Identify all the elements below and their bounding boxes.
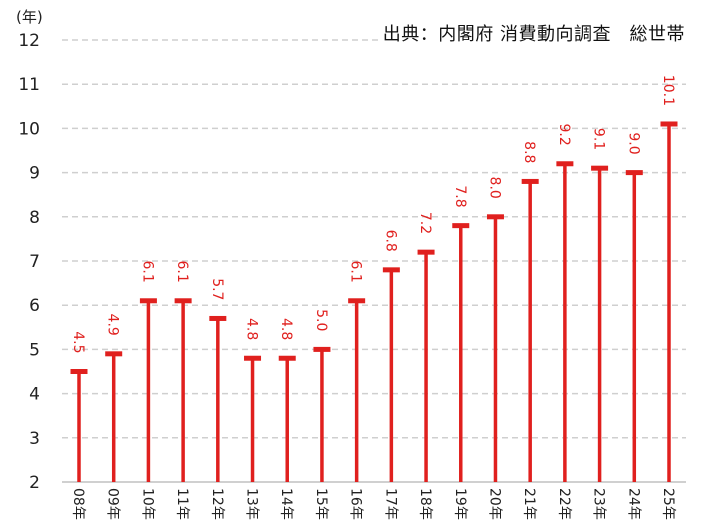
- bar-10年: 6.1: [139, 261, 157, 482]
- value-label: 9.0: [625, 132, 641, 154]
- y-tick-label: 8: [29, 208, 40, 228]
- y-axis: (年) 2 3 4 5 6 7 8 9 10 11 12: [16, 8, 43, 493]
- source-note: 出典：内閣府 消費動向調査 総世帯: [380, 20, 687, 46]
- value-label: 7.8: [452, 185, 468, 207]
- bar-11年: 6.1: [174, 261, 192, 482]
- bar-cap: [209, 315, 227, 321]
- x-tick-label: 14年: [278, 488, 294, 520]
- value-label: 4.8: [278, 318, 294, 340]
- y-tick-label: 3: [29, 429, 40, 449]
- x-tick-label: 10年: [139, 488, 155, 520]
- value-label: 6.1: [348, 261, 364, 283]
- bar-cap: [417, 249, 435, 255]
- x-tick-label: 21年: [521, 488, 537, 520]
- bar-cap: [174, 298, 192, 304]
- value-label: 8.8: [521, 141, 537, 163]
- x-tick-label: 25年: [660, 488, 676, 520]
- x-tick-label: 16年: [348, 488, 364, 520]
- bar-cap: [348, 298, 366, 304]
- x-tick-label: 12年: [209, 488, 225, 520]
- bar-20年: 8.0: [486, 177, 504, 482]
- bar-12年: 5.7: [209, 278, 227, 482]
- value-label: 4.5: [70, 331, 86, 353]
- bar-cap: [382, 267, 400, 273]
- value-label: 5.7: [209, 278, 225, 300]
- y-tick-label: 11: [18, 75, 40, 95]
- y-tick-label: 10: [18, 119, 40, 139]
- y-tick-label: 6: [29, 296, 40, 316]
- y-tick-label: 12: [18, 31, 40, 51]
- bar-cap: [556, 161, 574, 167]
- bar-15年: 5.0: [313, 309, 331, 482]
- bar-cap: [105, 351, 123, 357]
- bar-cap: [521, 178, 539, 184]
- x-tick-label: 18年: [417, 488, 433, 520]
- value-label: 4.9: [105, 314, 121, 336]
- bar-cap: [660, 121, 678, 127]
- bar-25年: 10.1: [660, 75, 678, 482]
- x-axis: 08年 09年 10年 11年 12年 13年 14年 15年 16年 17年 18年 19年 20年 2…: [70, 488, 676, 520]
- bar-cap: [313, 346, 331, 352]
- bar-19年: 7.8: [452, 185, 470, 482]
- value-label: 5.0: [313, 309, 329, 331]
- bar-cap: [278, 355, 296, 361]
- x-tick-label: 22年: [556, 488, 572, 520]
- y-tick-label: 4: [29, 385, 40, 405]
- value-label: 6.1: [174, 261, 190, 283]
- bar-22年: 9.2: [556, 123, 574, 482]
- x-tick-label: 15年: [313, 488, 329, 520]
- bar-13年: 4.8: [244, 318, 262, 482]
- bar-cap: [625, 170, 643, 176]
- bar-16年: 6.1: [348, 261, 366, 482]
- bar-09年: 4.9: [105, 314, 123, 482]
- x-tick-label: 09年: [105, 488, 121, 520]
- value-label: 4.8: [244, 318, 260, 340]
- y-tick-label: 9: [29, 164, 40, 184]
- bars: 4.5 4.9 6.1 6.1 5.7 4.8 4.8 5.0 6.1 6.8 7.2 7.8 8.0 8…: [70, 75, 678, 482]
- y-tick-label: 5: [29, 340, 40, 360]
- x-tick-label: 08年: [70, 488, 86, 520]
- bar-21年: 8.8: [521, 141, 539, 482]
- value-label: 6.8: [382, 230, 398, 252]
- y-axis-unit-label: (年): [16, 8, 43, 26]
- x-tick-label: 11年: [174, 488, 190, 520]
- bar-18年: 7.2: [417, 212, 435, 482]
- bar-17年: 6.8: [382, 230, 400, 482]
- bar-cap: [452, 223, 470, 229]
- bar-14年: 4.8: [278, 318, 296, 482]
- value-label: 10.1: [660, 75, 676, 106]
- value-label: 6.1: [139, 261, 155, 283]
- x-tick-label: 19年: [452, 488, 468, 520]
- value-label: 9.2: [556, 123, 572, 145]
- x-tick-label: 23年: [591, 488, 607, 520]
- y-tick-label: 2: [29, 473, 40, 493]
- x-tick-label: 17年: [382, 488, 398, 520]
- bar-cap: [486, 214, 504, 220]
- bar-cap: [139, 298, 157, 304]
- bar-08年: 4.5: [70, 331, 88, 482]
- value-label: 8.0: [486, 177, 502, 199]
- bar-cap: [70, 369, 88, 374]
- value-label: 7.2: [417, 212, 433, 234]
- value-label: 9.1: [591, 128, 607, 150]
- bar-23年: 9.1: [591, 128, 609, 482]
- x-tick-label: 24年: [625, 488, 641, 520]
- bar-cap: [591, 165, 609, 171]
- bar-24年: 9.0: [625, 132, 643, 482]
- bar-cap: [244, 355, 262, 361]
- x-tick-label: 20年: [486, 488, 502, 520]
- x-tick-label: 13年: [244, 488, 260, 520]
- y-tick-label: 7: [29, 252, 40, 272]
